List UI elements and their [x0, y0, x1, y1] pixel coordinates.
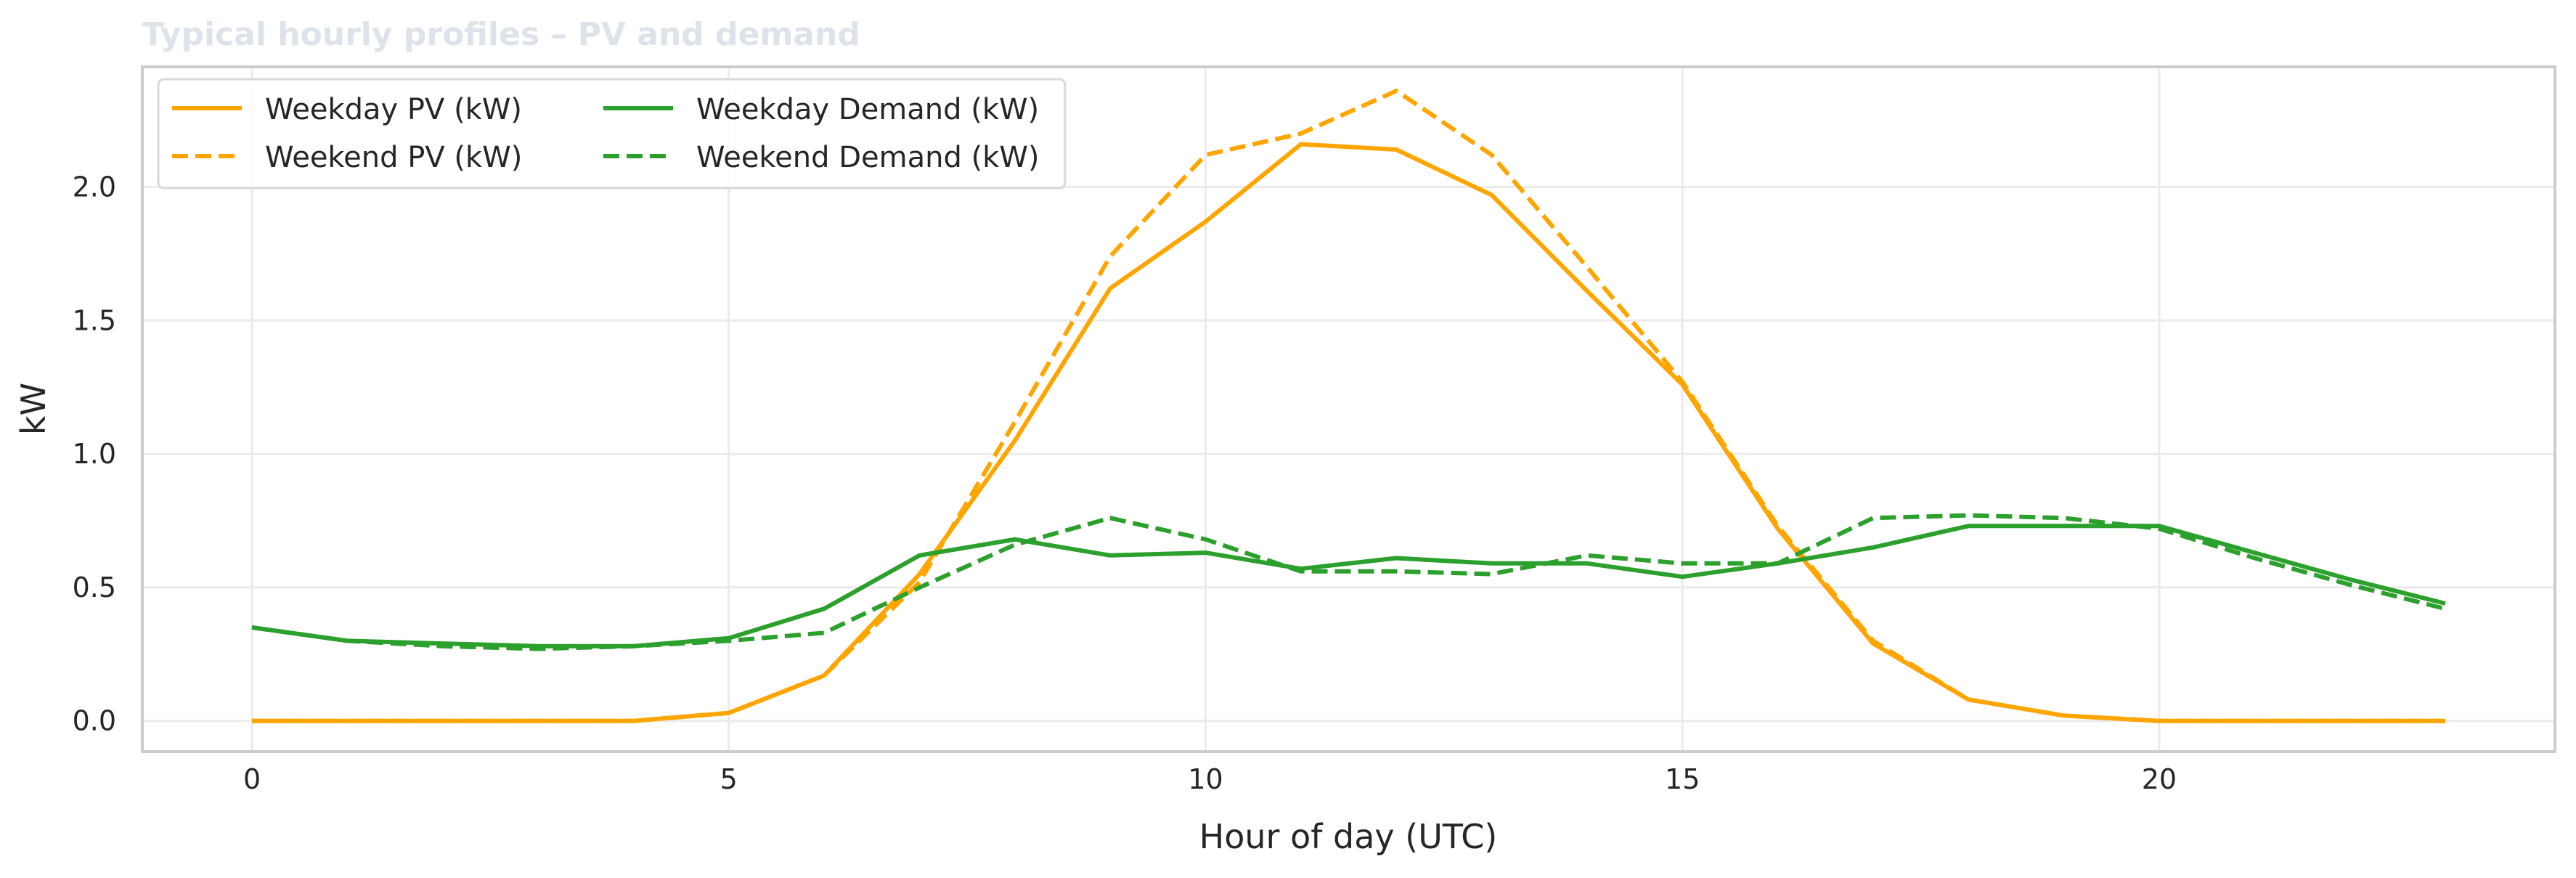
chart-title: Typical hourly profiles – PV and demand [142, 16, 860, 53]
legend-label: Weekday Demand (kW) [696, 93, 1039, 126]
y-tick-label: 0.0 [73, 705, 116, 737]
x-tick-label: 20 [2142, 763, 2177, 795]
legend-frame [157, 78, 1067, 190]
series-line-3 [251, 524, 2446, 649]
y-axis-label: kW [14, 383, 53, 435]
series-line-2 [252, 89, 2445, 723]
x-tick-label: 15 [1665, 763, 1700, 795]
y-tick-label: 0.5 [73, 572, 116, 603]
tick-labels: 0 5 10 15 20 0.0 0.5 1.0 1.5 2.0 [73, 171, 2177, 795]
legend-label: Weekend PV (kW) [265, 141, 522, 174]
plot-area-frame [141, 65, 2556, 753]
series-lines [251, 89, 2446, 723]
series-line-4 [251, 513, 2446, 651]
y-tick-label: 1.0 [73, 438, 116, 470]
legend: Weekday PV (kW) Weekend PV (kW) Weekday De… [157, 78, 1067, 190]
series-line-1 [252, 142, 2445, 723]
x-axis-label: Hour of day (UTC) [1199, 817, 1498, 856]
x-tick-label: 10 [1188, 763, 1223, 795]
x-tick-label: 5 [720, 763, 738, 795]
y-tick-label: 2.0 [73, 171, 116, 203]
legend-label: Weekday PV (kW) [265, 93, 522, 126]
x-tick-label: 0 [243, 763, 261, 795]
y-tick-label: 1.5 [73, 304, 116, 336]
legend-label: Weekend Demand (kW) [696, 141, 1040, 174]
